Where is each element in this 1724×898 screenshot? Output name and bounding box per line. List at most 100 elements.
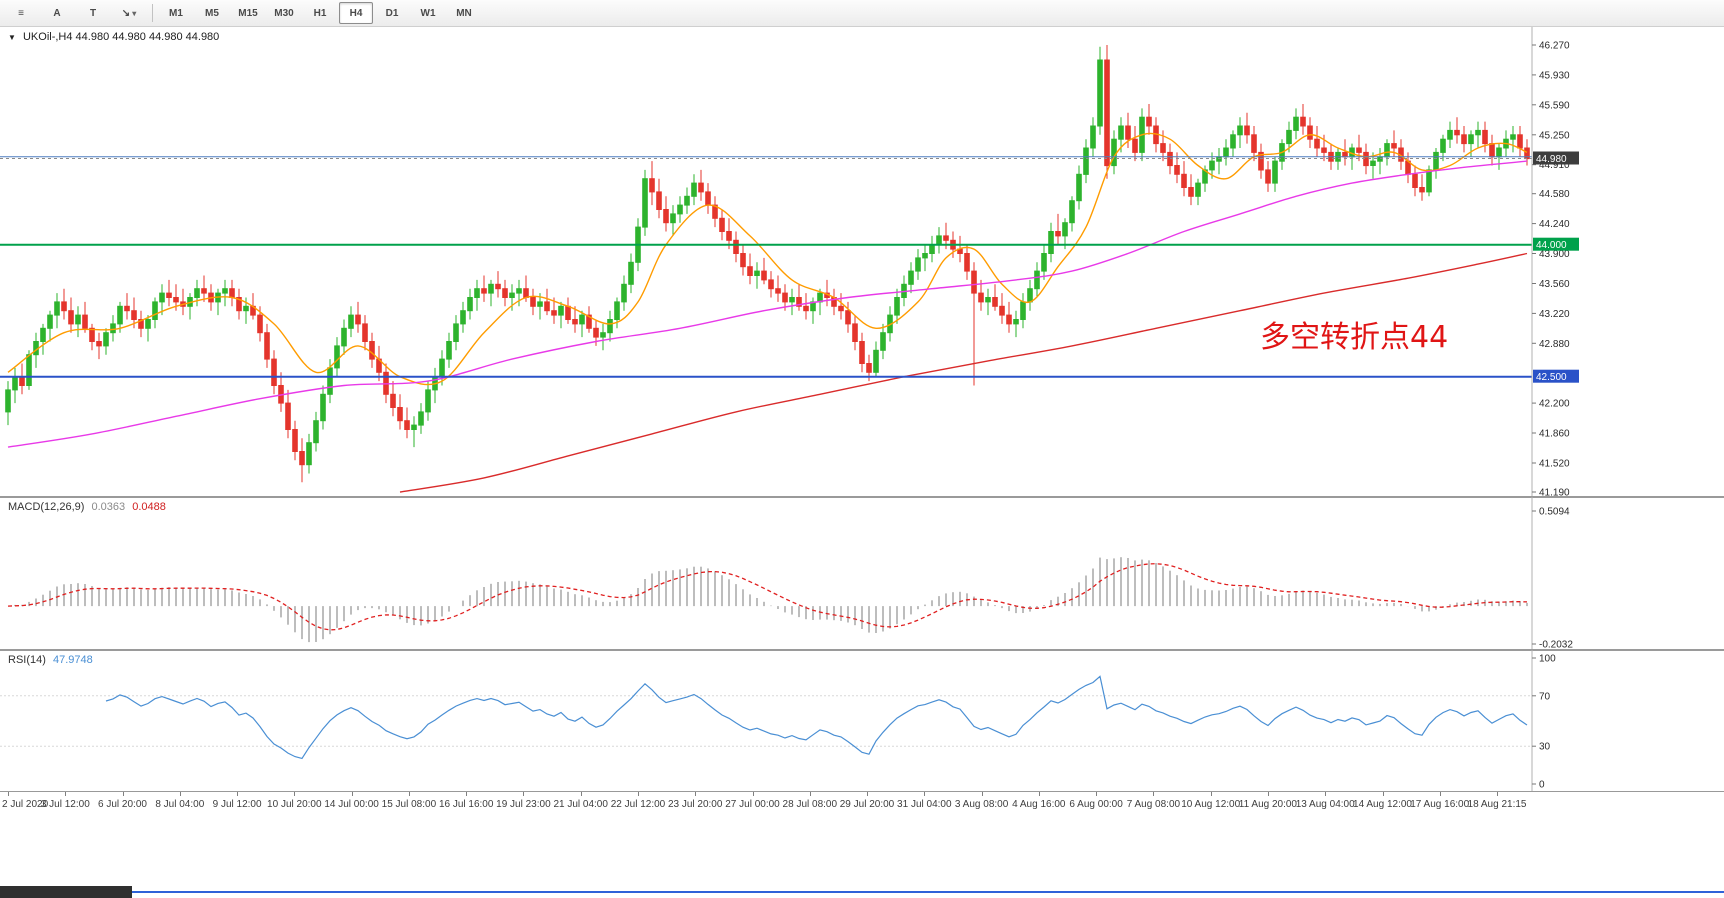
candle xyxy=(908,270,914,285)
candle xyxy=(1209,160,1215,171)
candle xyxy=(47,314,53,329)
candle xyxy=(1146,116,1152,127)
candle xyxy=(327,367,333,395)
timeframe-h1-button[interactable]: H1 xyxy=(313,7,327,19)
candle xyxy=(677,204,683,215)
bottom-edge xyxy=(0,884,1724,898)
candle xyxy=(1482,129,1488,145)
candle xyxy=(1055,231,1061,237)
candle xyxy=(845,310,851,325)
collapse-triangle-icon[interactable]: ▼ xyxy=(8,33,16,42)
price-axis-label: 44.580 xyxy=(1539,189,1570,200)
price-axis-label: 43.560 xyxy=(1539,279,1570,290)
macd-histogram xyxy=(14,557,1528,643)
candle xyxy=(747,266,753,276)
macd-indicator-label: MACD(12,26,9) 0.0363 0.0488 xyxy=(8,501,166,513)
time-tick xyxy=(1439,792,1441,796)
candle xyxy=(726,231,732,241)
text-box-button[interactable]: T xyxy=(76,2,110,24)
candle xyxy=(1223,147,1229,158)
candle xyxy=(1258,151,1264,171)
line-studies-button[interactable]: ↘ ▾ xyxy=(112,2,146,24)
annotation-letter-a-icon: A xyxy=(53,7,61,19)
candle xyxy=(915,257,921,272)
candle xyxy=(1384,143,1390,158)
time-axis-label: 29 Jul 20:00 xyxy=(839,799,895,810)
timeframe-group: M1 M5 M15 M30 H1 H4 D1 W1 MN xyxy=(159,2,481,24)
candle xyxy=(740,253,746,268)
line-studies-icon: ↘ xyxy=(121,7,131,19)
candle xyxy=(446,341,452,360)
time-axis-label: 23 Jul 20:00 xyxy=(667,799,723,810)
candle xyxy=(516,288,522,294)
candle xyxy=(362,323,368,342)
price-axis-label: 42.200 xyxy=(1539,399,1570,410)
bottom-blue-line xyxy=(132,891,1724,893)
candle xyxy=(1027,288,1033,303)
candle xyxy=(971,270,977,294)
macd-panel-canvas[interactable]: 0.5094 -0.2032 xyxy=(0,497,1724,650)
candle xyxy=(1237,125,1243,136)
candle xyxy=(1062,222,1068,237)
timeframe-h4-button[interactable]: H4 xyxy=(339,2,373,24)
candle xyxy=(397,407,403,422)
candle xyxy=(1419,187,1425,193)
candle xyxy=(1132,138,1138,153)
candle xyxy=(348,314,354,329)
candle xyxy=(1272,160,1278,184)
time-axis[interactable]: 2 Jul 2020 3 Jul 12:00 6 Jul 20:00 8 Jul 04… xyxy=(0,791,1724,818)
time-tick xyxy=(809,792,811,796)
candle xyxy=(670,213,676,224)
price-axis-label: 45.250 xyxy=(1539,130,1570,141)
time-axis-label: 15 Jul 08:00 xyxy=(381,799,437,810)
candle xyxy=(1342,151,1348,158)
candle xyxy=(40,327,46,342)
time-tick xyxy=(867,792,868,796)
symbol-ohlc-text: UKOil-,H4 44.980 44.980 44.980 44.980 xyxy=(22,31,220,43)
annotation-letter-a-button[interactable]: A xyxy=(40,2,74,24)
rsi-axis-label: 0 xyxy=(1539,780,1545,791)
timeframe-m5-button[interactable]: M5 xyxy=(205,7,219,19)
toolbar-grip-button[interactable]: ≡ xyxy=(4,2,38,24)
timeframe-d1-button[interactable]: D1 xyxy=(385,7,399,19)
candle xyxy=(1356,147,1362,153)
timeframe-w1-button[interactable]: W1 xyxy=(420,7,436,19)
candle xyxy=(19,376,25,387)
price-chart-canvas[interactable]: 46.270 45.930 45.590 45.250 44.910 44.580 44.2… xyxy=(0,26,1724,497)
candle xyxy=(782,292,788,303)
candle xyxy=(411,424,417,431)
candle xyxy=(537,301,543,307)
price-axis-label: 41.860 xyxy=(1539,429,1570,440)
candle xyxy=(481,288,487,294)
candle xyxy=(894,297,900,316)
candle xyxy=(964,253,970,272)
candle xyxy=(460,310,466,325)
timeframe-m15-button[interactable]: M15 xyxy=(238,7,258,19)
candle xyxy=(1300,116,1306,127)
candle xyxy=(600,332,606,338)
timeframe-m1-button[interactable]: M1 xyxy=(169,7,183,19)
candle xyxy=(1475,129,1481,136)
candle xyxy=(1174,165,1180,175)
candlesticks xyxy=(5,45,1530,483)
candle xyxy=(1426,169,1432,193)
rsi-axis-label: 70 xyxy=(1539,691,1551,702)
timeframe-m30-button[interactable]: M30 xyxy=(274,7,294,19)
candle xyxy=(1244,125,1250,136)
timeframe-mn-button[interactable]: MN xyxy=(456,7,472,19)
candle xyxy=(404,420,410,431)
rsi-panel-canvas[interactable]: 100 70 30 0 xyxy=(0,650,1724,791)
time-axis-label: 10 Aug 12:00 xyxy=(1181,799,1241,810)
price-axis-label: 41.520 xyxy=(1539,459,1570,470)
candle xyxy=(642,178,648,228)
time-axis-label: 10 Jul 20:00 xyxy=(267,799,322,810)
candle xyxy=(201,288,207,294)
candle xyxy=(761,270,767,281)
candle xyxy=(495,283,501,290)
ma-slow-line xyxy=(399,252,1528,493)
candle xyxy=(1034,270,1040,290)
candle xyxy=(1125,125,1131,140)
candle xyxy=(131,310,137,321)
time-tick xyxy=(1038,792,1040,796)
